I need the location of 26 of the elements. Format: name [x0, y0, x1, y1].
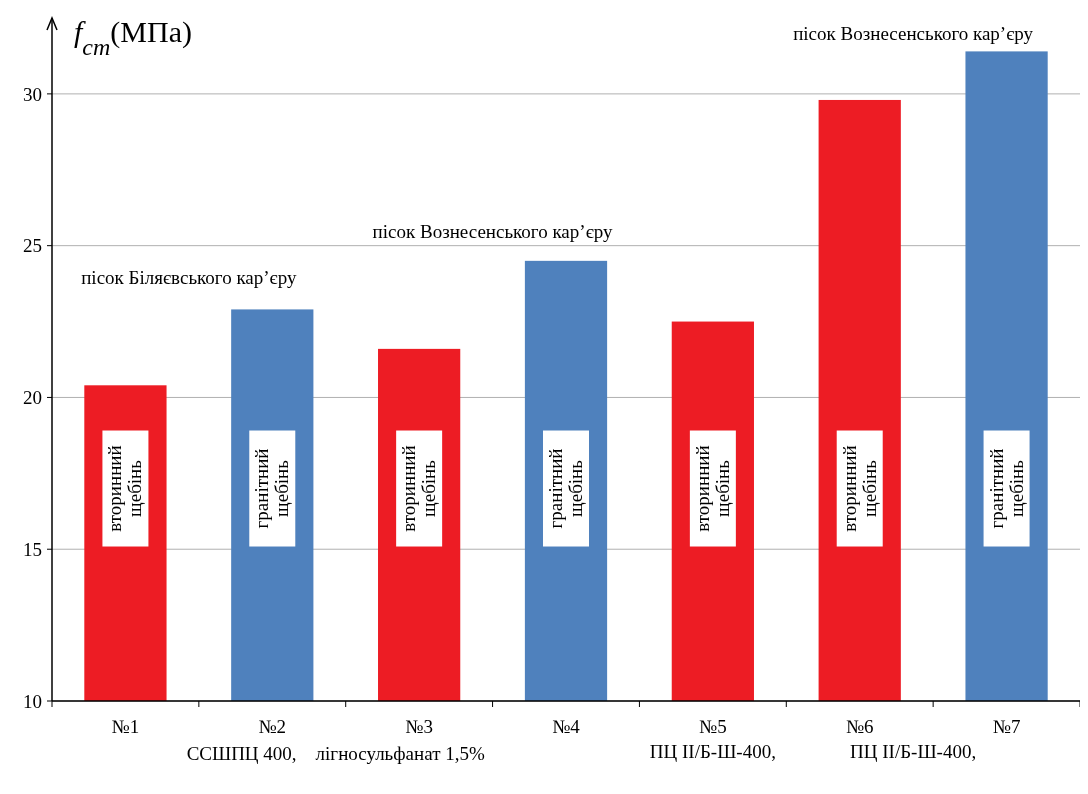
annotation: гранітний щебінь: [545, 448, 586, 529]
annotation: вторинний щебінь: [691, 445, 733, 532]
annotation: пісок Біляєвського кар’єру: [81, 267, 298, 288]
text: ПЦ II/Б-Ш-400,: [649, 741, 776, 762]
x-tick-label: №2: [258, 716, 287, 737]
text: ССШПЦ 400, лігносульфанат 1,5%: [186, 743, 485, 764]
y-tick-label: 20: [23, 387, 42, 409]
annotation: гранітний щебінь: [985, 448, 1027, 529]
y-tick-label: 10: [23, 690, 42, 712]
y-tick-label: 25: [23, 235, 42, 257]
x-tick-label: №7: [992, 716, 1021, 737]
annotation: вторинний щебінь: [838, 445, 880, 532]
annotation: пісок Вознесенського кар’єру: [793, 23, 1034, 44]
x-tick-label: №5: [699, 716, 727, 737]
annotation: пісок Вознесенського кар’єру: [372, 221, 614, 242]
text: ПЦ II/Б-Ш-400,: [850, 741, 977, 762]
x-tick-label: №6: [845, 716, 874, 737]
x-tick-label: №3: [405, 716, 433, 737]
annotation: гранітний щебінь: [251, 448, 293, 529]
x-tick-label: №1: [111, 716, 140, 737]
annotation: вторинний щебінь: [104, 445, 146, 532]
y-tick-label: 15: [23, 538, 42, 560]
x-tick-label: №4: [552, 716, 581, 737]
y-axis-title: f$_{cm}$(МПа): [74, 15, 192, 60]
annotation: вторинний щебінь: [398, 445, 440, 532]
y-tick-label: 30: [23, 83, 42, 105]
